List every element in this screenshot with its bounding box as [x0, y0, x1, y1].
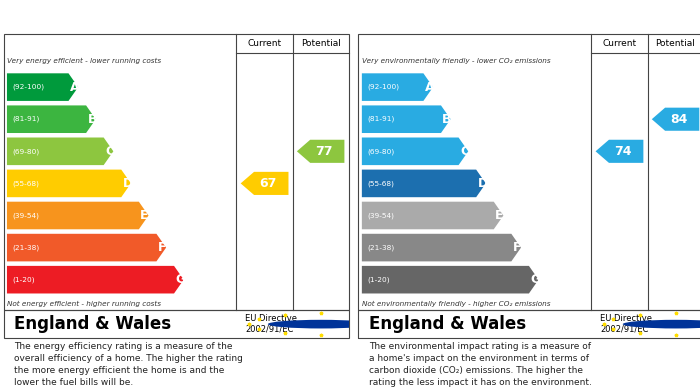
Text: E: E [140, 209, 148, 222]
Text: (21-38): (21-38) [367, 244, 394, 251]
Polygon shape [7, 106, 96, 133]
Text: The energy efficiency rating is a measure of the
overall efficiency of a home. T: The energy efficiency rating is a measur… [14, 342, 243, 387]
Text: Potential: Potential [301, 39, 341, 48]
Circle shape [623, 320, 700, 328]
Circle shape [268, 320, 374, 328]
Text: (81-91): (81-91) [12, 116, 39, 122]
Text: D: D [477, 177, 488, 190]
Text: Not energy efficient - higher running costs: Not energy efficient - higher running co… [7, 301, 161, 307]
Text: (81-91): (81-91) [367, 116, 394, 122]
Text: EU Directive
2002/91/EC: EU Directive 2002/91/EC [245, 314, 297, 334]
Polygon shape [7, 266, 183, 294]
Polygon shape [362, 74, 433, 101]
Polygon shape [362, 138, 468, 165]
Polygon shape [7, 170, 131, 197]
Text: (1-20): (1-20) [12, 276, 35, 283]
Text: Energy Efficiency Rating: Energy Efficiency Rating [10, 11, 194, 24]
Polygon shape [7, 234, 166, 262]
Polygon shape [362, 202, 503, 229]
Polygon shape [362, 106, 451, 133]
Polygon shape [7, 74, 78, 101]
Text: Current: Current [603, 39, 636, 48]
Text: (21-38): (21-38) [12, 244, 39, 251]
Text: D: D [122, 177, 133, 190]
Text: 84: 84 [671, 113, 687, 126]
Text: C: C [105, 145, 114, 158]
Text: (1-20): (1-20) [367, 276, 390, 283]
Polygon shape [241, 172, 288, 195]
Text: A: A [425, 81, 435, 93]
Text: Very environmentally friendly - lower CO₂ emissions: Very environmentally friendly - lower CO… [362, 58, 550, 64]
Text: Potential: Potential [656, 39, 696, 48]
Polygon shape [362, 234, 521, 262]
Text: (92-100): (92-100) [367, 84, 399, 90]
Polygon shape [7, 202, 148, 229]
Text: EU Directive
2002/91/EC: EU Directive 2002/91/EC [600, 314, 652, 334]
Text: Environmental Impact (CO₂) Rating: Environmental Impact (CO₂) Rating [365, 11, 627, 24]
Polygon shape [297, 140, 344, 163]
Text: E: E [495, 209, 503, 222]
Text: (92-100): (92-100) [12, 84, 44, 90]
Polygon shape [362, 170, 486, 197]
Text: (55-68): (55-68) [12, 180, 39, 187]
Text: G: G [531, 273, 540, 286]
Text: (55-68): (55-68) [367, 180, 394, 187]
Text: F: F [512, 241, 522, 254]
Text: C: C [460, 145, 469, 158]
Text: Not environmentally friendly - higher CO₂ emissions: Not environmentally friendly - higher CO… [362, 301, 550, 307]
Text: B: B [442, 113, 452, 126]
Text: (69-80): (69-80) [367, 148, 394, 154]
Text: 77: 77 [315, 145, 332, 158]
Text: (39-54): (39-54) [12, 212, 39, 219]
Text: England & Wales: England & Wales [369, 315, 526, 333]
Text: G: G [176, 273, 186, 286]
Polygon shape [652, 108, 699, 131]
Text: The environmental impact rating is a measure of
a home's impact on the environme: The environmental impact rating is a mea… [369, 342, 592, 387]
Text: Current: Current [248, 39, 281, 48]
Polygon shape [596, 140, 643, 163]
Polygon shape [7, 138, 113, 165]
Text: B: B [88, 113, 97, 126]
Text: (39-54): (39-54) [367, 212, 394, 219]
Text: F: F [158, 241, 167, 254]
Polygon shape [362, 266, 538, 294]
Text: 67: 67 [259, 177, 276, 190]
Text: A: A [70, 81, 80, 93]
Text: Very energy efficient - lower running costs: Very energy efficient - lower running co… [7, 58, 161, 64]
Text: England & Wales: England & Wales [14, 315, 171, 333]
Text: 74: 74 [614, 145, 631, 158]
Text: (69-80): (69-80) [12, 148, 39, 154]
